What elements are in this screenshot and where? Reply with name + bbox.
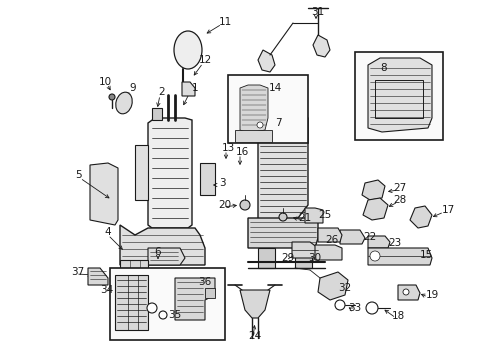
Polygon shape bbox=[305, 208, 323, 223]
Polygon shape bbox=[240, 290, 269, 318]
Bar bbox=[227, 75, 307, 143]
Text: 14: 14 bbox=[268, 83, 281, 93]
Polygon shape bbox=[88, 268, 108, 285]
Text: 23: 23 bbox=[387, 238, 401, 248]
Circle shape bbox=[109, 94, 115, 100]
Polygon shape bbox=[115, 275, 148, 330]
Polygon shape bbox=[312, 35, 329, 57]
Text: 28: 28 bbox=[392, 195, 406, 205]
Text: 13: 13 bbox=[221, 143, 234, 153]
Text: 19: 19 bbox=[425, 290, 438, 300]
Polygon shape bbox=[90, 163, 118, 225]
Polygon shape bbox=[397, 285, 419, 300]
Circle shape bbox=[369, 251, 379, 261]
Text: 37: 37 bbox=[71, 267, 84, 277]
Ellipse shape bbox=[116, 92, 132, 114]
Circle shape bbox=[402, 289, 408, 295]
Text: 10: 10 bbox=[98, 77, 111, 87]
Polygon shape bbox=[367, 236, 389, 248]
Polygon shape bbox=[204, 288, 215, 298]
Text: 34: 34 bbox=[100, 285, 113, 295]
Text: 32: 32 bbox=[338, 283, 351, 293]
Polygon shape bbox=[235, 130, 271, 142]
Text: 36: 36 bbox=[198, 277, 211, 287]
Polygon shape bbox=[148, 248, 184, 265]
Polygon shape bbox=[409, 206, 431, 228]
Polygon shape bbox=[291, 242, 317, 258]
Circle shape bbox=[365, 302, 377, 314]
Polygon shape bbox=[247, 218, 317, 248]
Polygon shape bbox=[175, 278, 215, 320]
Text: 1: 1 bbox=[191, 83, 198, 93]
Text: 12: 12 bbox=[198, 55, 211, 65]
Polygon shape bbox=[240, 85, 267, 133]
Circle shape bbox=[147, 303, 157, 313]
Text: 8: 8 bbox=[380, 63, 386, 73]
Text: 29: 29 bbox=[281, 253, 294, 263]
Text: 31: 31 bbox=[311, 7, 324, 17]
Text: 11: 11 bbox=[218, 17, 231, 27]
Polygon shape bbox=[361, 180, 384, 200]
Polygon shape bbox=[152, 108, 162, 120]
Polygon shape bbox=[367, 248, 431, 265]
Polygon shape bbox=[294, 248, 311, 268]
Polygon shape bbox=[182, 82, 195, 96]
Polygon shape bbox=[362, 198, 387, 220]
Text: 26: 26 bbox=[325, 235, 338, 245]
Text: 17: 17 bbox=[441, 205, 454, 215]
Polygon shape bbox=[135, 145, 148, 200]
Bar bbox=[110, 268, 224, 340]
Circle shape bbox=[159, 311, 167, 319]
Circle shape bbox=[279, 213, 286, 221]
Polygon shape bbox=[120, 225, 204, 265]
Text: 3: 3 bbox=[218, 178, 225, 188]
Bar bbox=[354, 52, 442, 140]
Text: 27: 27 bbox=[392, 183, 406, 193]
Text: 24: 24 bbox=[248, 331, 261, 341]
Text: 30: 30 bbox=[308, 253, 321, 263]
Text: 35: 35 bbox=[168, 310, 181, 320]
Bar bbox=[374, 80, 422, 118]
Text: 9: 9 bbox=[129, 83, 136, 93]
Polygon shape bbox=[148, 118, 192, 228]
Polygon shape bbox=[258, 50, 274, 72]
Polygon shape bbox=[314, 245, 341, 260]
Polygon shape bbox=[200, 163, 215, 195]
Polygon shape bbox=[339, 230, 364, 244]
Text: 20: 20 bbox=[218, 200, 231, 210]
Text: 4: 4 bbox=[104, 227, 111, 237]
Text: 15: 15 bbox=[419, 250, 432, 260]
Polygon shape bbox=[317, 272, 347, 300]
Text: 21: 21 bbox=[298, 213, 311, 223]
Polygon shape bbox=[120, 260, 148, 278]
Text: 2: 2 bbox=[159, 87, 165, 97]
Text: 33: 33 bbox=[347, 303, 361, 313]
Polygon shape bbox=[317, 228, 341, 242]
Polygon shape bbox=[367, 58, 431, 132]
Text: 25: 25 bbox=[318, 210, 331, 220]
Polygon shape bbox=[258, 248, 274, 268]
Text: 18: 18 bbox=[390, 311, 404, 321]
Circle shape bbox=[334, 300, 345, 310]
Circle shape bbox=[257, 122, 263, 128]
Text: 22: 22 bbox=[363, 232, 376, 242]
Text: 7: 7 bbox=[274, 118, 281, 128]
Circle shape bbox=[240, 200, 249, 210]
Text: 5: 5 bbox=[75, 170, 81, 180]
Polygon shape bbox=[258, 112, 307, 225]
Ellipse shape bbox=[174, 31, 202, 69]
Text: 16: 16 bbox=[235, 147, 248, 157]
Text: 6: 6 bbox=[154, 247, 161, 257]
